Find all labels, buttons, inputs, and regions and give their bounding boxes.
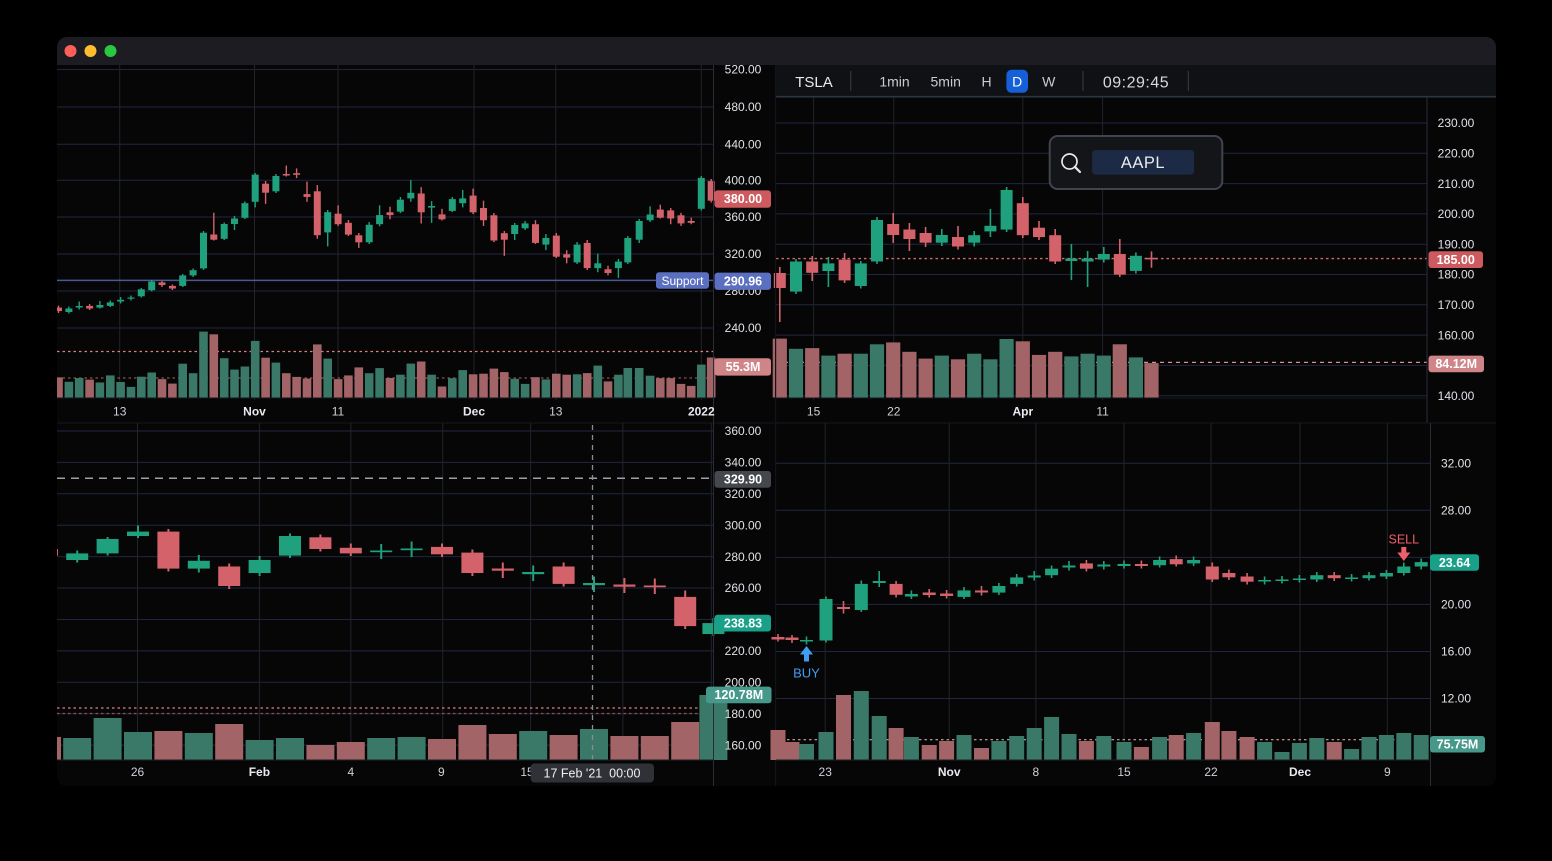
svg-text:Support: Support <box>661 274 704 288</box>
svg-text:32.00: 32.00 <box>1441 457 1471 471</box>
svg-text:238.83: 238.83 <box>724 616 762 630</box>
svg-text:200.00: 200.00 <box>1438 207 1475 221</box>
svg-text:09:29:45: 09:29:45 <box>1103 75 1169 92</box>
svg-text:400.00: 400.00 <box>725 174 762 188</box>
svg-text:480.00: 480.00 <box>725 100 762 114</box>
svg-text:12.00: 12.00 <box>1441 692 1471 706</box>
svg-text:300.00: 300.00 <box>725 518 762 532</box>
svg-text:210.00: 210.00 <box>1438 177 1475 191</box>
svg-text:26: 26 <box>131 765 145 779</box>
svg-text:Nov: Nov <box>243 405 266 419</box>
svg-text:Dec: Dec <box>1289 765 1311 779</box>
svg-text:260.00: 260.00 <box>725 581 762 595</box>
svg-text:320.00: 320.00 <box>725 247 762 261</box>
svg-text:230.00: 230.00 <box>1438 116 1475 130</box>
svg-text:Feb: Feb <box>249 765 270 779</box>
svg-text:H: H <box>981 74 991 90</box>
svg-text:15: 15 <box>520 765 534 779</box>
svg-text:220.00: 220.00 <box>1438 147 1475 161</box>
svg-text:520.00: 520.00 <box>725 63 762 77</box>
svg-text:16.00: 16.00 <box>1441 645 1471 659</box>
svg-text:15: 15 <box>1117 765 1131 779</box>
svg-text:360.00: 360.00 <box>725 424 762 438</box>
svg-text:22: 22 <box>1204 765 1218 779</box>
svg-text:380.00: 380.00 <box>724 192 762 206</box>
svg-text:329.90: 329.90 <box>724 473 762 487</box>
svg-text:84.12M: 84.12M <box>1435 357 1477 371</box>
svg-text:5min: 5min <box>931 74 961 90</box>
svg-text:170.00: 170.00 <box>1438 298 1475 312</box>
svg-text:320.00: 320.00 <box>725 487 762 501</box>
svg-text:180.00: 180.00 <box>725 707 762 721</box>
svg-text:340.00: 340.00 <box>725 456 762 470</box>
svg-text:9: 9 <box>1384 765 1391 779</box>
svg-text:75.75M: 75.75M <box>1437 738 1479 752</box>
svg-text:280.00: 280.00 <box>725 550 762 564</box>
svg-text:55.3M: 55.3M <box>726 360 761 374</box>
svg-text:190.00: 190.00 <box>1438 237 1475 251</box>
svg-text:220.00: 220.00 <box>725 644 762 658</box>
svg-text:23.64: 23.64 <box>1439 556 1470 570</box>
svg-text:1min: 1min <box>879 74 909 90</box>
svg-text:13: 13 <box>549 405 563 419</box>
svg-text:D: D <box>1012 74 1022 90</box>
svg-text:11: 11 <box>1096 405 1109 419</box>
svg-text:28.00: 28.00 <box>1441 504 1471 518</box>
svg-text:23: 23 <box>819 765 833 779</box>
svg-text:AAPL: AAPL <box>1121 154 1165 172</box>
svg-text:185.00: 185.00 <box>1437 253 1475 267</box>
svg-text:Dec: Dec <box>463 405 485 419</box>
svg-text:8: 8 <box>1033 765 1040 779</box>
svg-text:160.00: 160.00 <box>1438 328 1475 342</box>
svg-text:160.00: 160.00 <box>725 738 762 752</box>
svg-text:Nov: Nov <box>938 765 961 779</box>
svg-text:11: 11 <box>332 405 345 419</box>
svg-text:240.00: 240.00 <box>725 321 762 335</box>
svg-text:13: 13 <box>113 405 127 419</box>
svg-text:BUY: BUY <box>793 666 820 681</box>
svg-text:4: 4 <box>348 765 355 779</box>
svg-text:20.00: 20.00 <box>1441 598 1471 612</box>
svg-text:180.00: 180.00 <box>1438 268 1475 282</box>
svg-text:120.78M: 120.78M <box>714 688 763 702</box>
svg-text:17 Feb '21 00:00: 17 Feb '21 00:00 <box>544 767 641 781</box>
svg-text:22: 22 <box>887 405 901 419</box>
svg-text:TSLA: TSLA <box>795 74 833 91</box>
svg-text:9: 9 <box>438 765 445 779</box>
svg-text:15: 15 <box>807 405 821 419</box>
svg-text:Apr: Apr <box>1012 405 1033 419</box>
svg-text:SELL: SELL <box>1389 533 1420 547</box>
svg-text:2022: 2022 <box>688 405 715 419</box>
svg-text:W: W <box>1042 74 1056 90</box>
svg-text:140.00: 140.00 <box>1438 389 1475 403</box>
svg-text:360.00: 360.00 <box>725 210 762 224</box>
svg-text:290.96: 290.96 <box>724 274 762 288</box>
svg-text:200.00: 200.00 <box>725 676 762 690</box>
svg-text:440.00: 440.00 <box>725 137 762 151</box>
